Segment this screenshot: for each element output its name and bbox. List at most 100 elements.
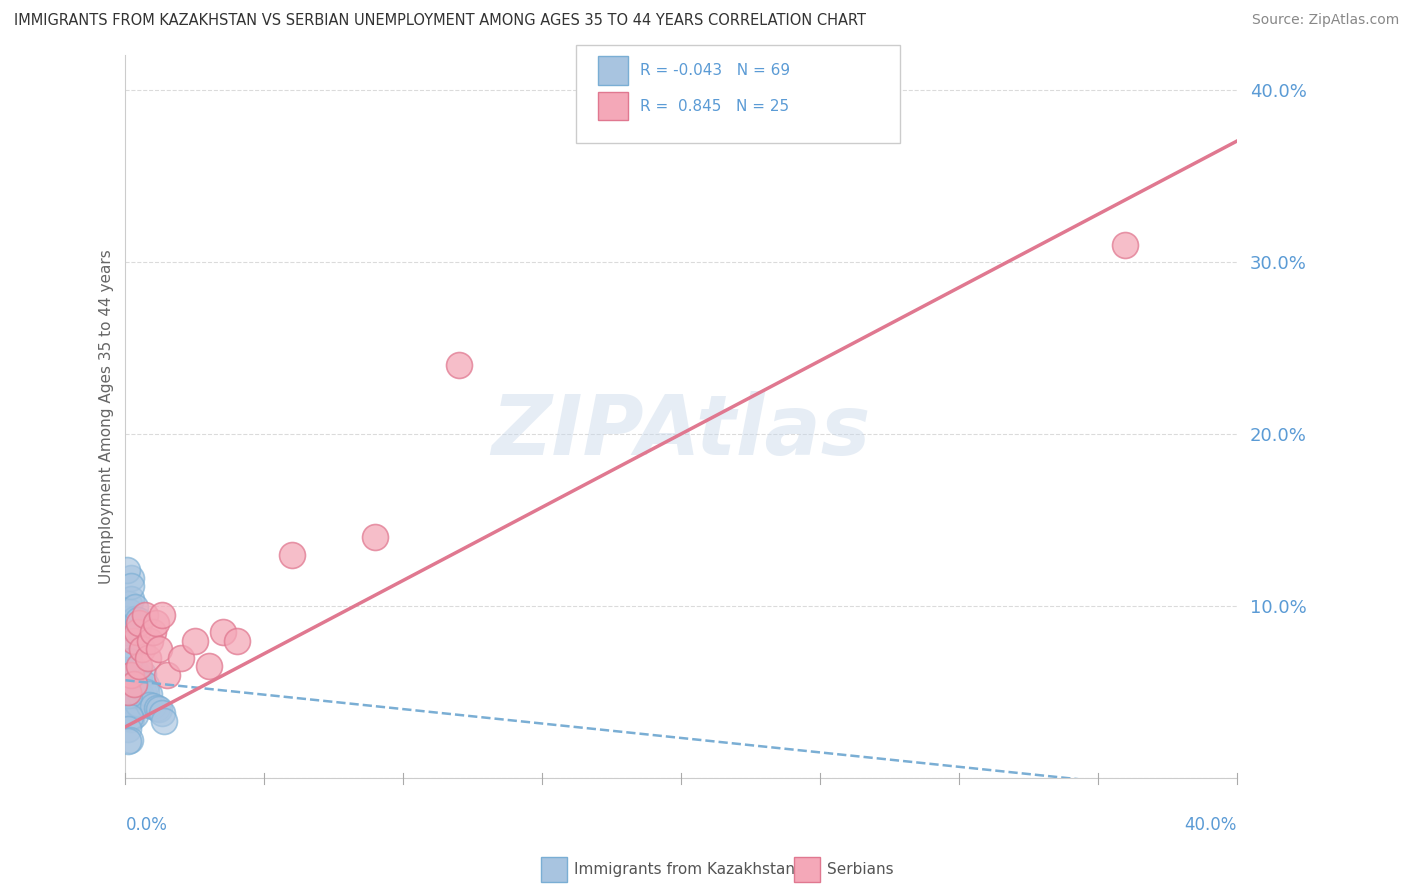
Point xyxy=(148,642,170,657)
Point xyxy=(118,688,141,702)
Point xyxy=(118,673,141,687)
Point xyxy=(128,659,150,673)
Point xyxy=(125,664,148,678)
Point xyxy=(118,732,141,747)
Point xyxy=(122,681,145,696)
Point xyxy=(135,678,157,692)
Point xyxy=(447,358,470,372)
Point xyxy=(1114,237,1136,252)
Text: IMMIGRANTS FROM KAZAKHSTAN VS SERBIAN UNEMPLOYMENT AMONG AGES 35 TO 44 YEARS COR: IMMIGRANTS FROM KAZAKHSTAN VS SERBIAN UN… xyxy=(14,13,866,29)
Text: Serbians: Serbians xyxy=(827,863,893,877)
Point xyxy=(117,723,139,737)
Point xyxy=(364,530,387,544)
Point xyxy=(122,682,145,697)
Point xyxy=(120,571,142,585)
Point xyxy=(120,665,142,679)
Point xyxy=(117,645,139,659)
Point xyxy=(117,663,139,677)
Point xyxy=(132,667,155,681)
Point xyxy=(145,616,167,631)
Point xyxy=(152,706,174,721)
Point xyxy=(121,664,143,678)
Point xyxy=(138,698,160,713)
Point xyxy=(117,705,139,719)
Point xyxy=(118,710,141,724)
Point xyxy=(115,563,138,577)
Point xyxy=(125,625,148,640)
Point xyxy=(128,670,150,684)
Point xyxy=(118,638,141,652)
Point xyxy=(198,659,221,673)
Point xyxy=(117,690,139,705)
Point xyxy=(127,697,149,711)
Text: 40.0%: 40.0% xyxy=(1184,816,1236,834)
Point xyxy=(118,672,141,686)
Point xyxy=(121,704,143,718)
Point xyxy=(122,672,145,686)
Point xyxy=(117,685,139,699)
Point xyxy=(121,696,143,710)
Point xyxy=(184,633,207,648)
Point xyxy=(117,684,139,698)
Point xyxy=(118,605,141,619)
Point xyxy=(120,689,142,703)
Point xyxy=(120,592,142,607)
Point xyxy=(225,633,247,648)
Point xyxy=(156,668,179,682)
Point xyxy=(124,708,146,723)
Point xyxy=(136,651,159,665)
Point xyxy=(127,689,149,703)
Point xyxy=(127,681,149,696)
Point xyxy=(115,611,138,625)
Point xyxy=(122,676,145,690)
Point xyxy=(170,651,193,665)
Point xyxy=(124,612,146,626)
Point xyxy=(127,613,149,627)
Point xyxy=(127,696,149,710)
Point xyxy=(120,678,142,692)
Point xyxy=(142,625,165,640)
Point xyxy=(117,685,139,699)
Point xyxy=(120,579,142,593)
Point xyxy=(139,633,162,648)
Point xyxy=(117,733,139,747)
Point xyxy=(120,713,142,727)
Point xyxy=(148,702,170,716)
Point xyxy=(120,668,142,682)
Point xyxy=(120,626,142,640)
Point xyxy=(124,690,146,704)
Point xyxy=(118,690,141,705)
Point xyxy=(142,698,165,713)
Text: Immigrants from Kazakhstan: Immigrants from Kazakhstan xyxy=(574,863,794,877)
Point xyxy=(122,698,145,713)
Point xyxy=(153,714,176,728)
Text: ZIPAtlas: ZIPAtlas xyxy=(491,391,870,472)
Point xyxy=(120,693,142,707)
Point xyxy=(128,616,150,631)
Point xyxy=(146,701,169,715)
Text: 0.0%: 0.0% xyxy=(125,816,167,834)
Point xyxy=(135,684,157,698)
Point xyxy=(131,683,153,698)
Point xyxy=(125,677,148,691)
Point xyxy=(118,654,141,668)
Point xyxy=(124,599,146,614)
Y-axis label: Unemployment Among Ages 35 to 44 years: Unemployment Among Ages 35 to 44 years xyxy=(100,250,114,584)
Point xyxy=(118,698,141,713)
Point xyxy=(122,693,145,707)
Point xyxy=(117,673,139,688)
Point xyxy=(131,690,153,704)
Text: Source: ZipAtlas.com: Source: ZipAtlas.com xyxy=(1251,13,1399,28)
Point xyxy=(118,597,141,611)
Point xyxy=(122,665,145,679)
Text: R =  0.845   N = 25: R = 0.845 N = 25 xyxy=(640,99,789,113)
Text: R = -0.043   N = 69: R = -0.043 N = 69 xyxy=(640,63,790,78)
Point xyxy=(128,677,150,691)
Point xyxy=(281,548,304,562)
Point xyxy=(122,633,145,648)
Point xyxy=(134,607,156,622)
Point xyxy=(150,607,173,622)
Point xyxy=(117,670,139,684)
Point xyxy=(120,676,142,690)
Point xyxy=(127,676,149,690)
